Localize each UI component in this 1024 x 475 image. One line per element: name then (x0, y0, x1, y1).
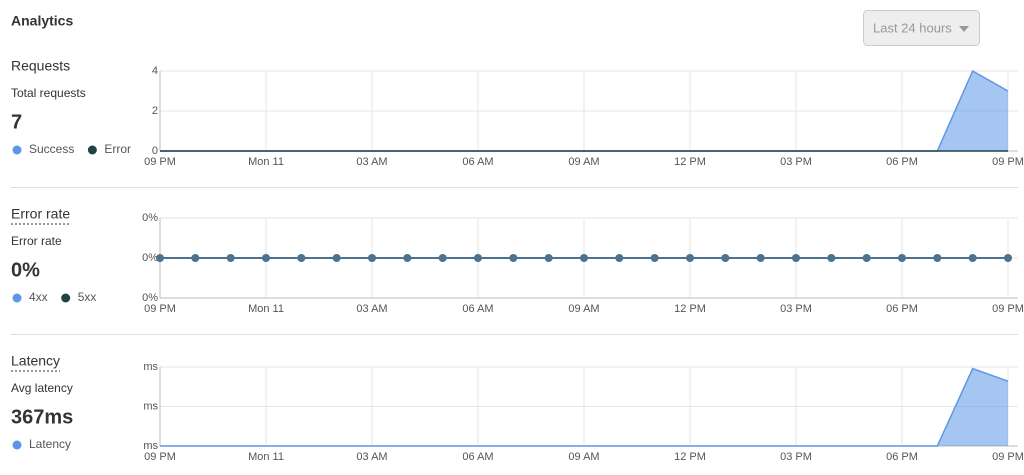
series-line (160, 367, 1009, 447)
marker (968, 254, 977, 262)
legend-dot (61, 293, 71, 303)
legend-label: 4xx (29, 290, 48, 304)
marker (792, 254, 800, 262)
range-dropdown[interactable]: Last 24 hours (863, 10, 980, 46)
y-tick-label: 0% (142, 252, 158, 264)
x-tick-label: 09 AM (568, 451, 599, 463)
marker (650, 254, 659, 262)
dropdown-label[interactable]: Last 24 hours (873, 20, 952, 35)
legend-dot (12, 145, 22, 155)
x-tick-label: 03 AM (356, 303, 387, 315)
panel-subtitle: Total requests (11, 86, 86, 100)
dropdown-arrow[interactable] (959, 26, 969, 32)
marker (509, 254, 518, 262)
marker (686, 254, 694, 262)
x-tick-label: 12 PM (674, 156, 706, 168)
y-tick-label: 0% (142, 292, 158, 304)
x-tick-label: 06 AM (462, 156, 493, 168)
marker (332, 254, 341, 262)
panel-title: Error rate (11, 206, 70, 222)
x-tick-label: 12 PM (674, 451, 706, 463)
legend-label: Success (29, 142, 74, 156)
y-tick-label: 4 (152, 65, 158, 77)
marker (403, 254, 412, 262)
marker (474, 254, 482, 262)
panel-title: Latency (11, 353, 60, 369)
marker (262, 254, 270, 262)
marker (615, 254, 624, 262)
marker (721, 254, 730, 262)
y-tick-label: ms (143, 400, 158, 412)
x-tick-label: 09 PM (144, 303, 176, 315)
x-tick-label: Mon 11 (248, 156, 284, 168)
x-tick-label: 06 PM (886, 451, 918, 463)
marker (898, 254, 906, 262)
marker (438, 254, 447, 262)
y-tick-label: ms (143, 361, 158, 373)
panel-title: Requests (11, 58, 70, 74)
x-tick-label: 09 AM (568, 303, 599, 315)
legend-dot (87, 145, 97, 155)
legend-label: 5xx (78, 290, 97, 304)
x-tick-label: 06 AM (462, 451, 493, 463)
x-tick-label: 03 PM (780, 156, 812, 168)
x-tick-label: 03 PM (780, 303, 812, 315)
marker (297, 254, 306, 262)
x-tick-label: Mon 11 (248, 451, 284, 463)
x-tick-label: 09 PM (992, 451, 1024, 463)
legend-label: Latency (29, 437, 71, 451)
marker (862, 254, 871, 262)
x-tick-label: 09 PM (144, 451, 176, 463)
panel-subtitle: Error rate (11, 234, 62, 248)
x-tick-label: 09 PM (992, 303, 1024, 315)
dropdown-box[interactable] (863, 10, 980, 46)
marker (756, 254, 765, 262)
panel-subtitle: Avg latency (11, 381, 73, 395)
x-tick-label: 03 PM (780, 451, 812, 463)
x-tick-label: 06 PM (886, 156, 918, 168)
y-tick-label: ms (143, 440, 158, 452)
y-tick-label: 0% (142, 212, 158, 224)
x-tick-label: 03 AM (356, 156, 387, 168)
legend-dot (12, 440, 22, 450)
y-tick-label: 0 (152, 145, 158, 157)
marker (191, 254, 200, 262)
x-tick-label: 09 PM (144, 156, 176, 168)
marker (544, 254, 553, 262)
x-tick-label: 12 PM (674, 303, 706, 315)
x-tick-label: 06 PM (886, 303, 918, 315)
legend-label: Error (104, 142, 131, 156)
legend-dot (12, 293, 22, 303)
marker (368, 254, 376, 262)
marker (580, 254, 588, 262)
panel-stat: 7 (11, 111, 22, 133)
marker (226, 254, 235, 262)
y-tick-label: 2 (152, 105, 158, 117)
x-tick-label: Mon 11 (248, 303, 284, 315)
marker (827, 254, 836, 262)
x-tick-label: 03 AM (356, 451, 387, 463)
marker (1004, 254, 1012, 262)
x-tick-label: 09 PM (992, 156, 1024, 168)
x-tick-label: 06 AM (462, 303, 493, 315)
page-title: Analytics (11, 13, 73, 29)
marker (933, 254, 942, 262)
x-tick-label: 09 AM (568, 156, 599, 168)
panel-stat: 367ms (11, 406, 73, 428)
panel-stat: 0% (11, 259, 40, 281)
marker (156, 254, 164, 262)
